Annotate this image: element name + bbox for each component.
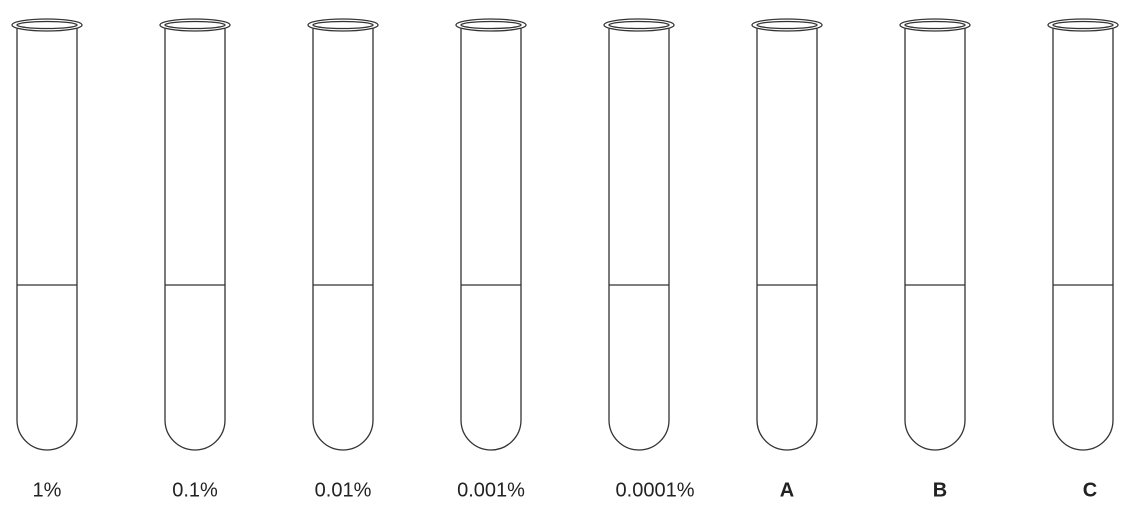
tube-body [756,28,818,451]
tube-label: 0.01% [315,479,372,501]
tube-rim [307,18,379,32]
tube-rim [11,18,83,32]
tube-label: B [933,479,947,501]
tube-rim-inner [16,20,78,30]
tube-label: C [1083,479,1097,501]
tube-rim-inner [756,20,818,30]
tube-body [16,28,78,451]
tube-body [904,28,966,451]
tube-body [1052,28,1114,451]
tube-body [460,28,522,451]
tube-rim [1047,18,1119,32]
tube-rim-inner [164,20,226,30]
tube-rim [159,18,231,32]
tube-rim [899,18,971,32]
tube-body [312,28,374,451]
tube-rim [603,18,675,32]
tube-label: 0.001% [457,479,525,501]
tube-label: 0.1% [172,479,218,501]
tube-rim-inner [904,20,966,30]
tubes [11,18,1119,451]
tube-label: A [780,479,794,501]
tube-rim [455,18,527,32]
tube-body [164,28,226,451]
tube-rim-inner [460,20,522,30]
tube-rim-inner [312,20,374,30]
tube-rim-inner [1052,20,1114,30]
tube-label: 1% [33,479,62,501]
tube-rim [751,18,823,32]
tube-rim-inner [608,20,670,30]
tube-body [608,28,670,451]
tube-label: 0.0001% [616,479,695,501]
